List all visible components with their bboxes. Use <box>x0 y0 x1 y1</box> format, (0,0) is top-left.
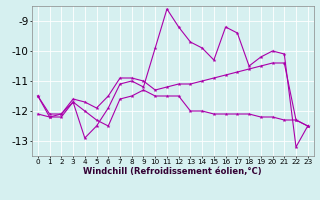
X-axis label: Windchill (Refroidissement éolien,°C): Windchill (Refroidissement éolien,°C) <box>84 167 262 176</box>
